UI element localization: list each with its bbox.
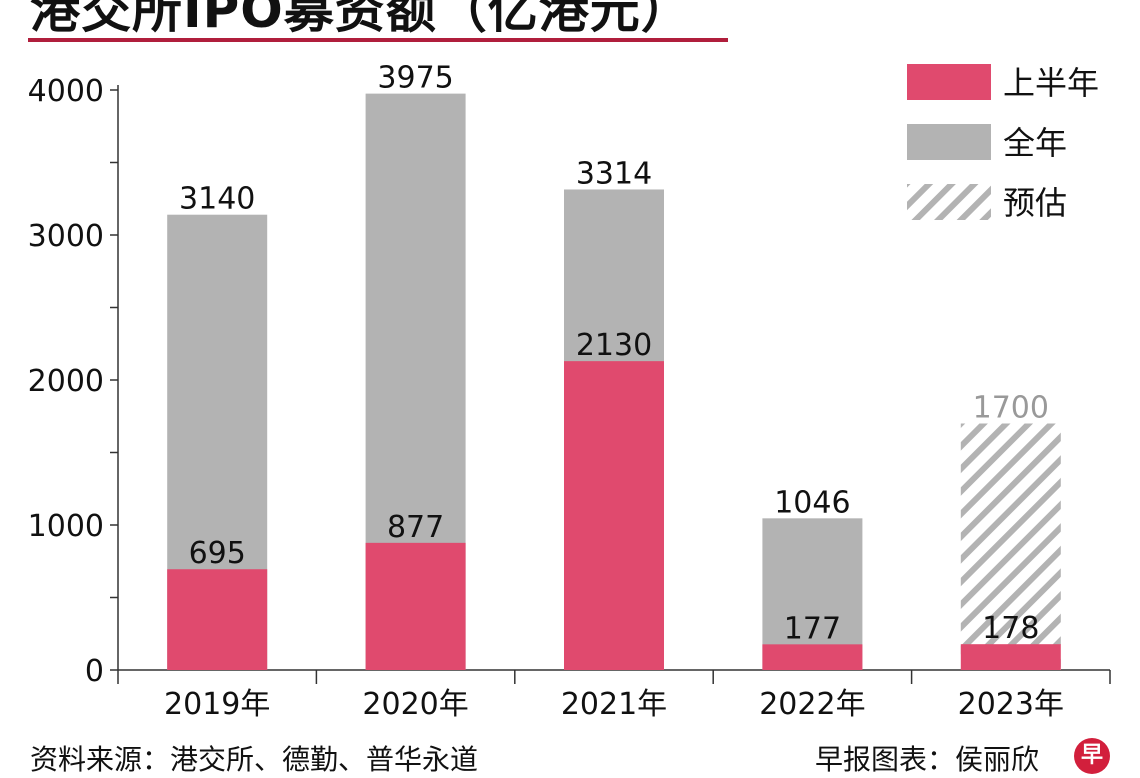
- legend-label: 全年: [1003, 124, 1067, 162]
- bar-first-half: [167, 569, 268, 670]
- bar-first-half: [762, 644, 863, 670]
- data-label-full-year: 3140: [179, 182, 255, 217]
- chart-title: 港交所IPO募资额（亿港元）: [30, 0, 692, 39]
- y-tick-label: 0: [85, 654, 104, 689]
- y-tick-label: 1000: [28, 509, 104, 544]
- x-tick-label: 2023年: [958, 687, 1064, 722]
- y-tick-label: 3000: [28, 219, 104, 254]
- source-note: 资料来源：港交所、德勤、普华永道: [30, 743, 479, 776]
- bar-chart: 0 1000 2000 3000 4000 2019年 2020年 2021年 2022年 202…: [28, 61, 1111, 722]
- data-label-full-year: 3314: [576, 156, 652, 191]
- legend-swatch-first-half: [907, 64, 991, 100]
- x-tick-label: 2020年: [362, 687, 468, 722]
- y-tick-label: 4000: [28, 74, 104, 109]
- data-label-full-year: 1046: [774, 485, 850, 520]
- legend-label: 上半年: [1003, 64, 1099, 102]
- legend-swatch-full-year: [907, 124, 991, 160]
- title-underline: [28, 38, 728, 42]
- bar-first-half: [564, 361, 664, 670]
- legend-label: 预估: [1003, 184, 1067, 222]
- publisher-logo: 早: [1074, 738, 1110, 774]
- y-tick-label: 2000: [28, 364, 104, 399]
- credit-note: 早报图表：侯丽欣: [815, 743, 1040, 776]
- x-tick-label: 2022年: [759, 687, 865, 722]
- data-label-estimate: 1700: [973, 391, 1049, 426]
- x-tick-label: 2021年: [561, 687, 667, 722]
- data-label-first-half: 2130: [576, 328, 652, 363]
- bar-first-half: [960, 644, 1061, 670]
- data-label-first-half: 177: [784, 611, 841, 646]
- data-label-first-half: 695: [189, 536, 246, 571]
- data-label-first-half: 178: [982, 611, 1039, 646]
- x-tick-label: 2019年: [164, 687, 270, 722]
- data-label-first-half: 877: [387, 510, 444, 545]
- bar-first-half: [365, 542, 466, 670]
- bar-estimate: [960, 423, 1061, 670]
- legend-swatch-estimate: [907, 184, 991, 220]
- data-label-full-year: 3975: [377, 61, 453, 96]
